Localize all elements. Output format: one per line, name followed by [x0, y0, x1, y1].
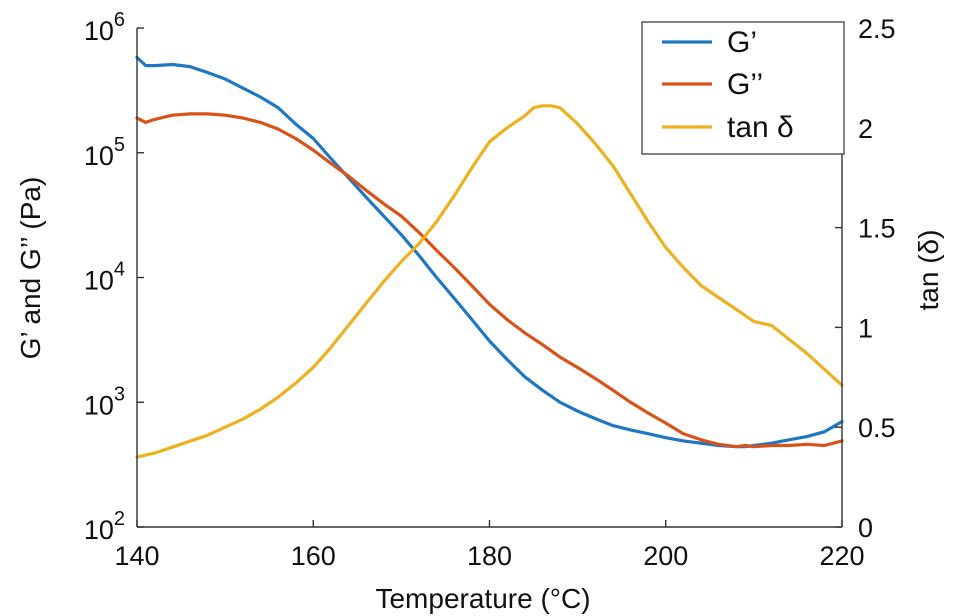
y-right-tick-label: 2.5 — [858, 14, 896, 44]
legend: G’ G’’ tan δ — [641, 21, 845, 155]
y-left-tick-label: 105 — [84, 134, 125, 171]
y-right-tick-label: 0 — [858, 513, 873, 543]
y-right-tick-label: 1.5 — [858, 214, 896, 244]
x-tick-label: 220 — [819, 541, 864, 571]
x-tick-label: 160 — [291, 541, 336, 571]
y-right-tick-label: 2 — [858, 114, 873, 144]
y-left-tick-label: 106 — [84, 9, 125, 46]
y-left-tick-label: 104 — [84, 259, 125, 296]
y-right-axis-title: tan (δ) — [913, 230, 944, 311]
x-tick-label: 200 — [643, 541, 688, 571]
series-layer — [135, 55, 844, 459]
ticks-layer: 140 160 180 200 220 102 103 104 105 106 0 0.5 1 1.5 2 2… — [84, 9, 896, 571]
x-axis-title: Temperature (°C) — [375, 583, 590, 614]
x-tick-label: 140 — [114, 541, 159, 571]
x-tick-label: 180 — [467, 541, 512, 571]
legend-box — [641, 21, 845, 155]
y-left-axis-title: G’ and G’’ (Pa) — [15, 177, 46, 360]
y-right-tick-label: 0.5 — [858, 413, 896, 443]
legend-label-g-double-prime: G’’ — [727, 68, 763, 101]
legend-label-tan-delta: tan δ — [727, 111, 794, 144]
y-left-tick-label: 103 — [84, 383, 125, 420]
y-left-tick-label: 102 — [84, 508, 125, 545]
y-right-tick-label: 1 — [858, 313, 873, 343]
legend-label-g-prime: G’ — [727, 26, 757, 59]
series-line-g-double-prime — [135, 112, 844, 449]
series-line-tan-delta — [135, 104, 844, 459]
